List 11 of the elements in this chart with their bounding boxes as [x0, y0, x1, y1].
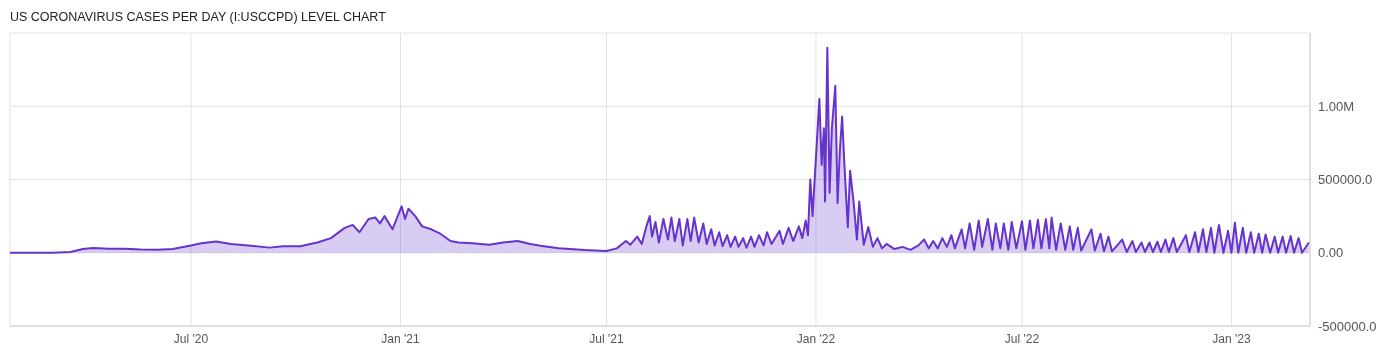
x-tick-label: Jul '22: [1004, 331, 1040, 346]
x-tick-label: Jan '22: [796, 331, 836, 346]
x-tick-label: Jan '23: [1212, 331, 1251, 346]
y-tick-label: -500000.0: [1318, 318, 1377, 334]
x-tick-label: Jul '21: [589, 331, 624, 346]
y-tick-label: 1.00M: [1318, 98, 1355, 114]
x-tick-label: Jan '21: [381, 331, 420, 346]
y-tick-label: 500000.0: [1318, 172, 1373, 188]
chart-title: US CORONAVIRUS CASES PER DAY (I:USCCPD) LEVEL CHART: [9, 9, 387, 26]
x-tick-label: Jul '20: [173, 331, 209, 346]
y-tick-label: 0.00: [1318, 245, 1344, 261]
